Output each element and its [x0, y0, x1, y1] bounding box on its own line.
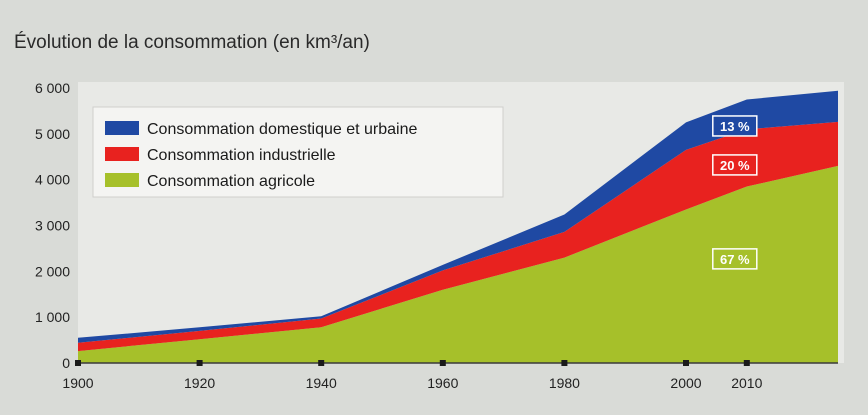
x-tick-label: 1940 — [306, 375, 337, 391]
y-tick-label: 2 000 — [35, 263, 70, 279]
share-label-box — [712, 115, 758, 137]
y-tick-label: 4 000 — [35, 172, 70, 188]
x-tick-mark — [743, 360, 750, 366]
x-tick-mark — [683, 360, 689, 366]
x-tick-mark — [75, 360, 81, 366]
share-label: 20 % — [720, 158, 750, 173]
legend-swatch — [105, 173, 139, 187]
legend-swatch — [105, 147, 139, 161]
area-series-1 — [78, 121, 838, 352]
share-label-box — [712, 248, 758, 270]
legend-label: Consommation domestique et urbaine — [147, 121, 417, 138]
x-tick-label: 1900 — [62, 375, 93, 391]
y-tick-label: 3 000 — [35, 218, 70, 234]
x-tick-mark — [439, 360, 446, 366]
y-tick-label: 6 000 — [35, 80, 70, 96]
legend-swatch — [105, 121, 139, 135]
share-label-box — [712, 154, 758, 176]
x-tick-mark — [561, 360, 568, 366]
legend-label: Consommation industrielle — [147, 147, 336, 164]
y-tick-label: 1 000 — [35, 309, 70, 325]
area-series-0 — [78, 165, 838, 363]
x-tick-label: 2000 — [670, 375, 701, 391]
area-series-2 — [78, 90, 838, 343]
x-tick-mark — [196, 360, 203, 366]
share-label: 67 % — [720, 252, 750, 267]
x-tick-label: 1920 — [184, 375, 215, 391]
y-tick-label: 5 000 — [35, 126, 70, 142]
x-tick-label: 2010 — [731, 375, 762, 391]
legend-label: Consommation agricole — [147, 173, 315, 190]
legend-box — [92, 106, 504, 198]
x-tick-mark — [318, 360, 325, 366]
x-tick-label: 1980 — [549, 375, 580, 391]
y-tick-label: 0 — [62, 355, 70, 371]
share-label: 13 % — [720, 119, 750, 134]
x-tick-label: 1960 — [427, 375, 458, 391]
chart-title: Évolution de la consommation (en km³/an) — [14, 32, 370, 53]
